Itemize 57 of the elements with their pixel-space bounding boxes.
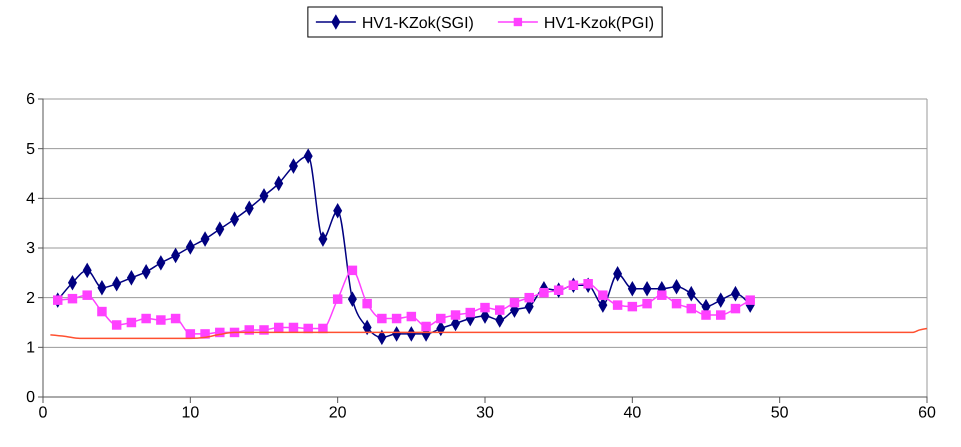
x-tick-label: 50 (770, 404, 789, 422)
point (568, 280, 578, 290)
point (392, 314, 402, 324)
point (686, 304, 696, 314)
point (362, 298, 372, 308)
point (436, 314, 446, 324)
point (494, 305, 504, 315)
point (672, 298, 682, 308)
point (466, 308, 476, 318)
point (126, 318, 136, 328)
point (156, 315, 166, 325)
x-tick-label: 60 (918, 404, 936, 422)
legend-label: HV1-Kzok(PGI) (544, 15, 654, 32)
point (612, 300, 622, 310)
y-tick-label: 6 (26, 91, 36, 108)
point (730, 304, 740, 314)
point (628, 302, 638, 312)
point (524, 292, 534, 302)
x-tick-label: 0 (38, 404, 48, 422)
point (583, 279, 593, 289)
point (510, 298, 520, 308)
point (332, 294, 342, 304)
line-series (50, 328, 928, 340)
point (701, 310, 711, 320)
point (68, 294, 78, 304)
point (288, 322, 298, 332)
point (642, 298, 652, 308)
point (554, 285, 564, 295)
point (657, 290, 667, 300)
point (274, 322, 284, 332)
point (480, 302, 490, 312)
point (716, 310, 726, 320)
x-tick-label: 10 (181, 404, 200, 422)
point (539, 288, 549, 298)
point (141, 314, 151, 324)
y-tick-label: 4 (26, 190, 36, 208)
point (598, 290, 608, 300)
point (421, 322, 431, 332)
y-tick-label: 3 (26, 240, 36, 258)
point (82, 290, 92, 300)
point (112, 320, 122, 330)
point (377, 314, 387, 324)
y-tick-label: 5 (26, 140, 36, 158)
point (406, 312, 416, 322)
y-tick-label: 0 (26, 389, 36, 406)
x-tick-label: 30 (476, 404, 494, 422)
point (97, 306, 107, 316)
x-tick-label: 40 (623, 404, 642, 422)
point (52, 295, 62, 305)
legend-label: HV1-KZok(SGI) (362, 15, 474, 32)
point (450, 310, 460, 320)
y-tick-label: 2 (26, 290, 36, 307)
y-tick-label: 1 (26, 339, 36, 356)
point (348, 266, 358, 276)
point (170, 314, 180, 324)
point (745, 295, 755, 305)
x-tick-label: 20 (328, 404, 347, 422)
